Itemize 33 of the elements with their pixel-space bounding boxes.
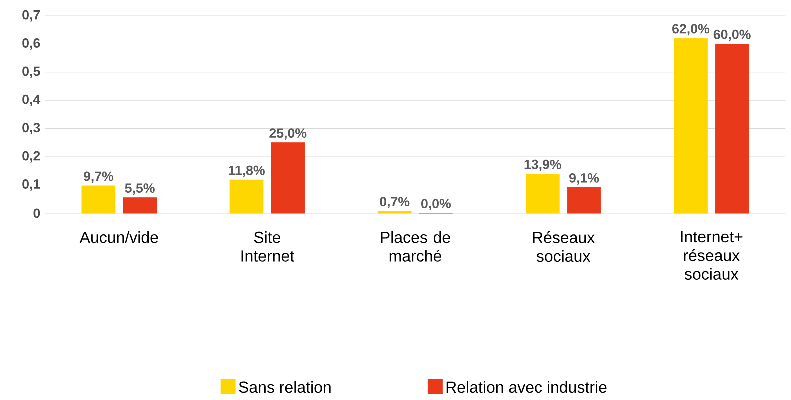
y-tick-label: 0,6 [22, 38, 40, 50]
bar [271, 142, 306, 214]
bar [82, 186, 116, 214]
x-tick-label: Site Internet [242, 231, 294, 262]
data-label: 25,0% [270, 128, 307, 140]
x-tick-label: Internet+ réseaux sociaux [681, 231, 743, 280]
data-label: 13,9% [524, 160, 562, 172]
y-tick-label: 0,5 [22, 66, 40, 78]
x-tick-label: Réseaux sociaux [533, 231, 595, 262]
data-label: 11,8% [229, 166, 265, 178]
data-label: 0,0% [422, 199, 452, 210]
bar [230, 180, 264, 214]
data-label: 60,0% [714, 30, 751, 42]
bar [567, 187, 602, 214]
y-tick-label: 0,4 [22, 94, 41, 106]
y-tick-label: 0,3 [22, 123, 40, 134]
bar [715, 44, 750, 214]
bar [526, 174, 560, 214]
legend-label: Sans relation [239, 381, 331, 394]
bar [123, 198, 158, 214]
y-tick-label: 0,7 [22, 10, 40, 22]
data-label: 5,5% [125, 184, 155, 195]
data-label: 62,0% [672, 24, 710, 36]
data-label: 9,7% [84, 172, 114, 184]
legend-label: Relation avec industrie [446, 381, 607, 394]
x-tick-label: Aucun/vide [80, 231, 158, 244]
y-tick-label: 0,2 [22, 151, 40, 163]
data-label: 9,1% [570, 173, 600, 185]
y-tick-label: 0,1 [22, 179, 40, 191]
data-label: 0,7% [380, 197, 410, 208]
x-tick-label: Places de marché [381, 231, 450, 262]
bar [674, 38, 708, 214]
y-tick-label: 0 [34, 208, 40, 218]
